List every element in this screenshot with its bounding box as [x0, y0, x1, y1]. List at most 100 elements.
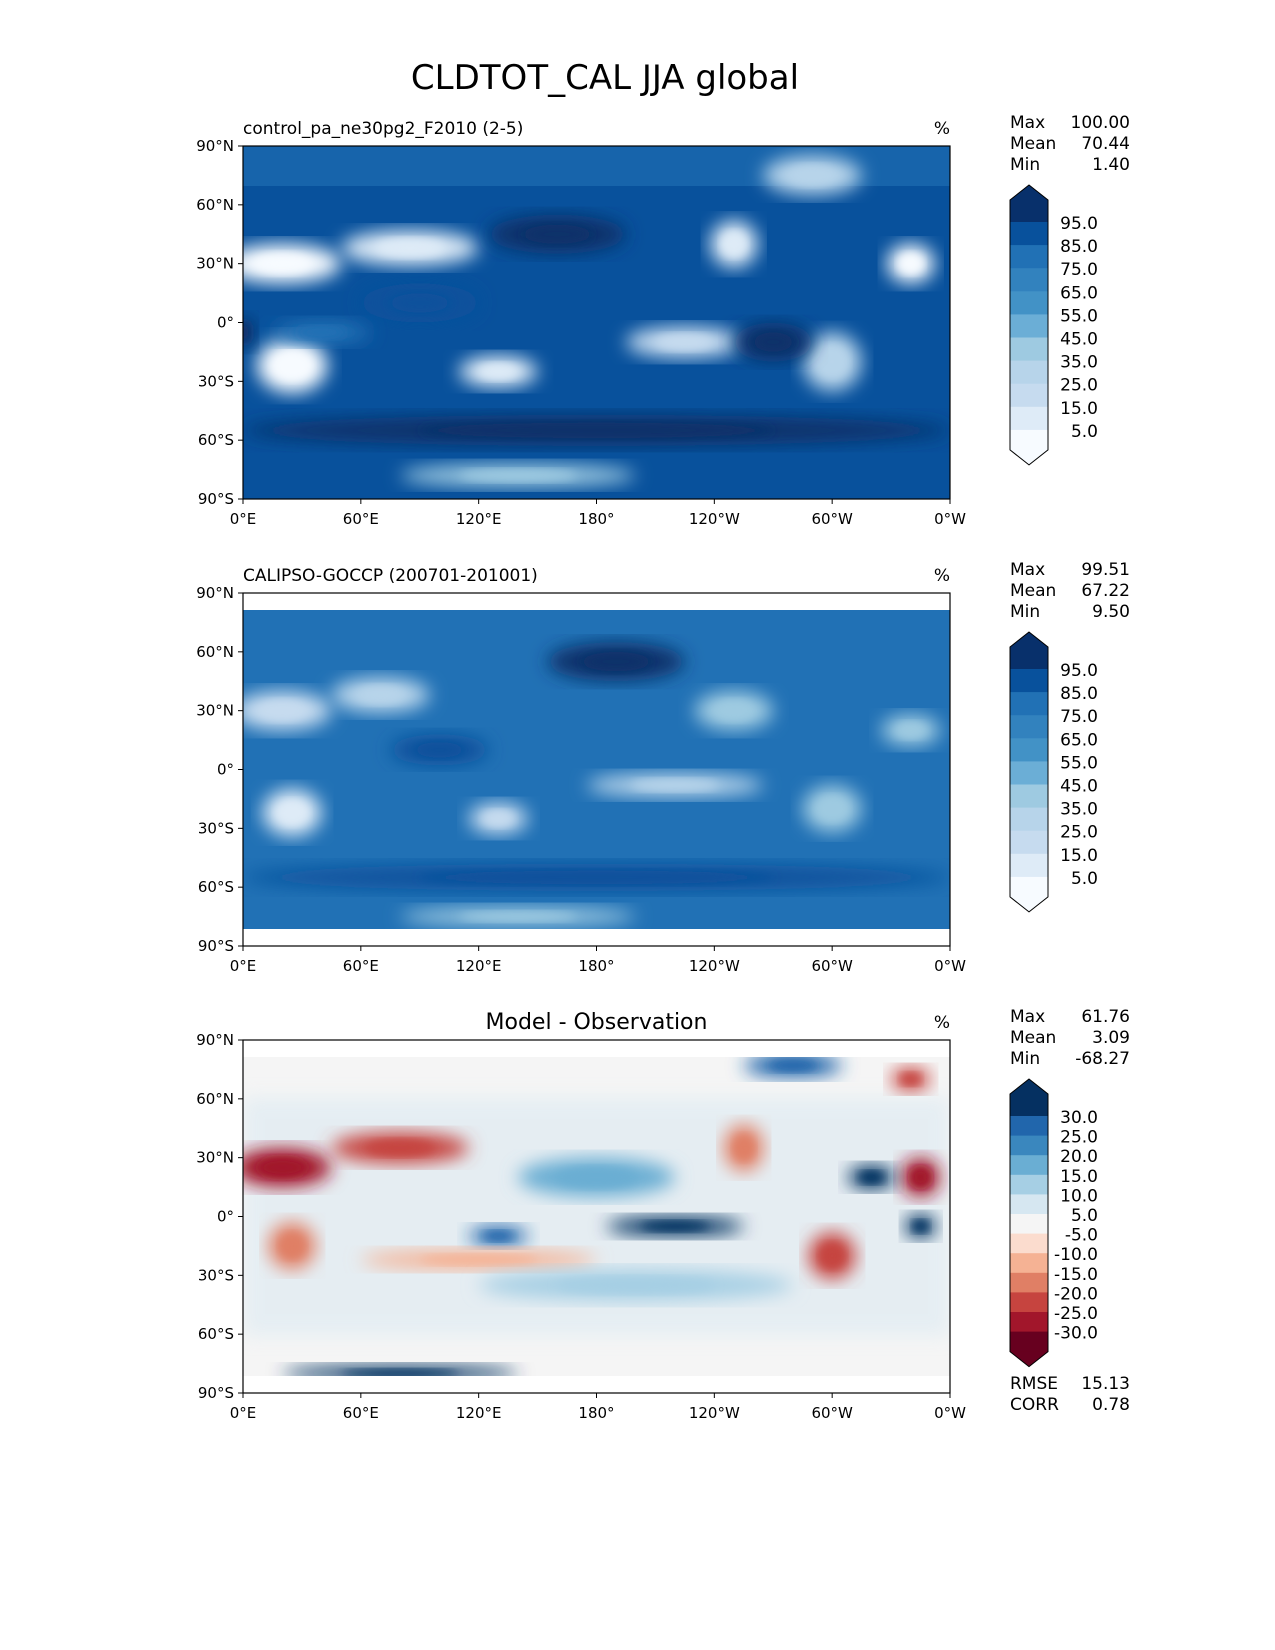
lat-tick-label: 90°S [198, 1384, 234, 1402]
colorbar-segment [1010, 406, 1048, 431]
colorbar-outline [1009, 1078, 1049, 1368]
map-contour-core [243, 324, 249, 341]
colorbar-tick-label: 5.0 [1071, 422, 1098, 442]
colorbar-segment [1010, 314, 1048, 338]
colorbar-tick-label: 75.0 [1060, 707, 1098, 727]
lon-tick-label: 120°E [456, 957, 502, 975]
lat-tick-label: 60°N [196, 643, 234, 661]
colorbar-segment [1010, 692, 1048, 716]
map-contour-core [297, 326, 347, 339]
colorbar-segment [1010, 1214, 1048, 1235]
lat-tick-label: 60°S [198, 878, 234, 896]
map-panel: 0°E 60°E 120°E 180° 120°W 60°W 0°W 90°N 60°N 30°N… [196, 560, 1130, 975]
map-contour-core [859, 1171, 884, 1184]
colorbar-segment [1010, 383, 1048, 408]
colorbar-tick-label: -10.0 [1054, 1245, 1098, 1265]
lon-tick-label: 0°E [230, 957, 257, 975]
colorbar-segment [1010, 360, 1048, 385]
colorbar-tick-label: 55.0 [1060, 753, 1098, 773]
stat-label: Min [1010, 602, 1040, 622]
colorbar-segment [1010, 1292, 1048, 1313]
map-contour-core [257, 1157, 307, 1178]
lon-tick-label: 60°W [811, 957, 853, 975]
map-contour-core [820, 1243, 844, 1268]
map-contour-core [280, 1234, 304, 1258]
map-contour-core [895, 722, 926, 739]
colorbar-segment [1010, 1174, 1048, 1195]
lon-tick-label: 0°W [934, 957, 966, 975]
map-contour-core [557, 1277, 715, 1293]
stat-label: Mean [1010, 1028, 1056, 1048]
lon-tick-label: 180° [578, 510, 614, 528]
map-contour-core [252, 253, 312, 274]
lon-tick-label: 180° [578, 1404, 614, 1422]
units-label: % [934, 1013, 950, 1033]
lat-tick-label: 90°S [198, 937, 234, 955]
colorbar-tick-label: 25.0 [1060, 823, 1098, 843]
panel-title: Model - Observation [486, 1010, 708, 1035]
lat-tick-label: 0° [217, 1208, 234, 1226]
colorbar-segment [1010, 245, 1048, 269]
units-label: % [934, 119, 950, 139]
colorbar-segment [1010, 200, 1048, 223]
panel-title: CALIPSO-GOCCP (200701-201001) [243, 566, 538, 586]
map-contour-core [787, 165, 838, 186]
lat-tick-label: 90°N [196, 1031, 234, 1049]
colorbar-tick-label: 65.0 [1060, 283, 1098, 303]
map-contour-core [341, 1369, 460, 1376]
map-contour-core [459, 469, 577, 482]
colorbar-tick-label: 15.0 [1060, 399, 1098, 419]
colorbar-tick-label: 45.0 [1060, 330, 1098, 350]
stat-value: 70.44 [1081, 134, 1130, 154]
figure-title: CLDTOT_CAL JJA global [411, 58, 799, 98]
units-label: % [934, 566, 950, 586]
map-contour-core [459, 911, 577, 922]
colorbar-segment [1010, 1272, 1048, 1293]
map-contour-core [277, 800, 307, 825]
stat-value: -68.27 [1075, 1049, 1130, 1069]
lat-tick-label: 30°N [196, 1149, 234, 1167]
lat-tick-label: 60°N [196, 1090, 234, 1108]
map-contour-core [768, 1059, 818, 1072]
colorbar-extend-min [1010, 896, 1048, 912]
colorbar-tick-label: 35.0 [1060, 800, 1098, 820]
colorbar-outline [1009, 631, 1049, 913]
lat-tick-label: 30°S [198, 819, 234, 837]
map-contour-core [414, 742, 464, 758]
colorbar-segment [1010, 1253, 1048, 1274]
colorbar-tick-label: 25.0 [1060, 1128, 1098, 1148]
map-contour-core [910, 1167, 931, 1188]
colorbar-segment [1010, 807, 1048, 832]
lat-tick-label: 90°N [196, 137, 234, 155]
lon-tick-label: 0°E [230, 510, 257, 528]
lon-tick-label: 120°W [689, 957, 740, 975]
map-contour-core [419, 870, 774, 885]
stat-value: 99.51 [1081, 560, 1130, 580]
colorbar-segment [1010, 1331, 1048, 1353]
metric-value: 15.13 [1081, 1374, 1130, 1394]
colorbar-tick-label: 20.0 [1060, 1147, 1098, 1167]
map-contour-core [817, 796, 847, 821]
lat-tick-label: 30°S [198, 1266, 234, 1284]
lat-tick-label: 0° [217, 761, 234, 779]
stat-label: Mean [1010, 134, 1056, 154]
stat-label: Max [1010, 1007, 1045, 1027]
map-field [243, 146, 950, 499]
colorbar-tick-label: 5.0 [1071, 869, 1098, 889]
colorbar-segment [1010, 647, 1048, 670]
colorbar-segment [1010, 761, 1048, 785]
colorbar-segment [1010, 784, 1048, 809]
stat-value: 1.40 [1092, 155, 1130, 175]
map-contour-core [898, 253, 923, 274]
map-contour-core [375, 239, 445, 257]
colorbar-tick-label: 30.0 [1060, 1108, 1098, 1128]
metric-label: RMSE [1010, 1374, 1058, 1394]
lon-tick-label: 0°W [934, 1404, 966, 1422]
map-contour-core [483, 1231, 514, 1242]
colorbar-tick-label: 65.0 [1060, 730, 1098, 750]
stat-value: 61.76 [1081, 1007, 1130, 1027]
metric-label: CORR [1010, 1395, 1059, 1415]
colorbar-tick-label: 85.0 [1060, 684, 1098, 704]
colorbar-segment [1010, 669, 1048, 693]
